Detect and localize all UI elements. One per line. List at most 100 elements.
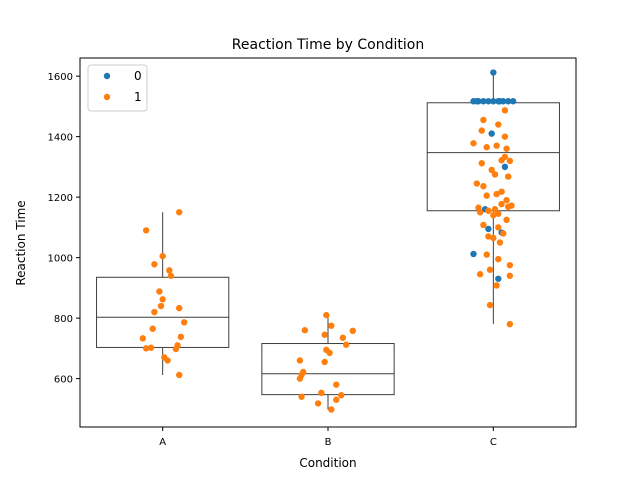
plot-area xyxy=(96,69,560,413)
data-point xyxy=(333,396,340,403)
data-point xyxy=(176,209,183,216)
data-point xyxy=(166,267,173,274)
data-point xyxy=(485,225,492,233)
data-point xyxy=(495,121,502,128)
x-tick-label: B xyxy=(325,437,332,448)
data-point xyxy=(147,344,155,351)
data-point xyxy=(342,341,350,348)
box-a xyxy=(96,212,230,375)
data-point xyxy=(500,230,507,237)
data-point xyxy=(495,210,502,217)
data-point xyxy=(486,266,494,273)
data-point xyxy=(318,389,325,397)
data-point xyxy=(485,207,492,214)
data-point xyxy=(493,190,500,198)
x-axis-label: Condition xyxy=(299,456,356,470)
series-1 xyxy=(139,107,515,413)
data-point xyxy=(505,98,512,105)
data-point xyxy=(151,308,158,316)
data-point xyxy=(506,157,514,165)
legend: 01 xyxy=(87,64,148,112)
data-point xyxy=(298,393,305,400)
y-tick-label: 1400 xyxy=(48,133,73,144)
data-point xyxy=(495,255,502,263)
data-point xyxy=(470,250,477,258)
data-point xyxy=(478,160,485,167)
data-point xyxy=(473,98,480,105)
y-axis-label: Reaction Time xyxy=(14,200,28,285)
data-point xyxy=(296,375,304,382)
data-point xyxy=(491,171,499,178)
y-tick-label: 1600 xyxy=(48,72,73,83)
data-point xyxy=(501,163,509,171)
data-point xyxy=(333,381,340,388)
x-tick-label: C xyxy=(490,437,497,448)
data-point xyxy=(505,173,512,180)
y-tick-label: 800 xyxy=(54,314,73,325)
data-point xyxy=(483,144,490,151)
data-point xyxy=(495,275,502,282)
data-point xyxy=(323,311,330,319)
x-tick-label: A xyxy=(159,437,166,448)
data-point xyxy=(321,358,328,366)
legend-label: 1 xyxy=(134,90,142,104)
data-point xyxy=(177,333,185,341)
data-point xyxy=(139,335,147,342)
y-tick-label: 1200 xyxy=(48,193,73,204)
data-point xyxy=(151,261,158,268)
data-point xyxy=(156,288,163,295)
data-point xyxy=(503,196,510,204)
data-point xyxy=(506,261,514,269)
data-point xyxy=(498,200,505,208)
data-point xyxy=(485,98,492,105)
data-point xyxy=(328,406,335,413)
data-point xyxy=(490,98,497,105)
data-point xyxy=(480,221,487,229)
data-point xyxy=(491,206,499,213)
data-point xyxy=(501,133,509,140)
data-point xyxy=(488,130,495,137)
data-point xyxy=(339,334,347,341)
data-point xyxy=(149,325,156,332)
data-point xyxy=(490,234,497,242)
data-point xyxy=(480,98,487,105)
y-tick-label: 600 xyxy=(54,375,73,386)
data-point xyxy=(159,252,166,260)
data-point xyxy=(478,127,485,134)
legend-label: 0 xyxy=(134,69,142,83)
box-b xyxy=(261,315,395,410)
data-point xyxy=(176,371,183,379)
data-point xyxy=(483,192,490,199)
legend-marker xyxy=(103,93,111,101)
data-point xyxy=(326,349,333,357)
data-point xyxy=(506,320,514,328)
data-point xyxy=(496,239,504,246)
data-point xyxy=(172,345,180,353)
data-point xyxy=(486,301,494,309)
data-point xyxy=(473,180,480,187)
data-point xyxy=(142,227,150,234)
box-iqr xyxy=(96,276,230,348)
data-point xyxy=(483,251,490,258)
data-point xyxy=(180,319,188,326)
data-point xyxy=(498,157,505,164)
series-0 xyxy=(470,69,517,282)
data-point xyxy=(157,302,165,310)
data-point xyxy=(470,140,477,147)
data-point xyxy=(476,209,484,216)
data-point xyxy=(493,282,500,289)
data-point xyxy=(498,188,505,195)
data-point xyxy=(485,233,492,240)
data-point xyxy=(505,203,512,211)
data-point xyxy=(338,392,345,399)
data-point xyxy=(506,272,514,279)
data-point xyxy=(488,166,495,174)
data-point xyxy=(176,304,183,312)
y-tick-label: 1000 xyxy=(48,254,73,265)
data-point xyxy=(503,216,510,224)
data-point xyxy=(349,327,356,335)
data-point xyxy=(503,145,510,152)
data-point xyxy=(321,331,328,338)
data-point xyxy=(493,142,500,149)
